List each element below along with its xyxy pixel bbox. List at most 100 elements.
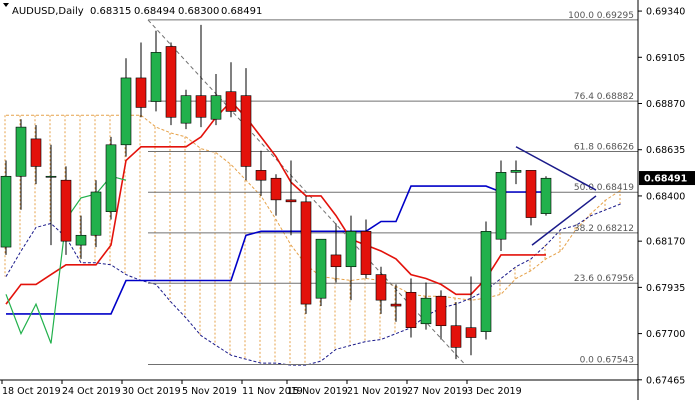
candle-body: [465, 327, 477, 338]
candle: [450, 302, 462, 360]
candle: [495, 160, 507, 251]
candle: [300, 195, 312, 314]
candle: [540, 176, 552, 216]
candle: [45, 144, 57, 246]
candle-body: [105, 144, 117, 212]
candle: [510, 160, 522, 185]
fib-level-label: 61.8 0.68626: [574, 142, 634, 152]
y-tick-label: 0.68400: [646, 191, 685, 202]
candle: [465, 276, 477, 356]
candle: [60, 166, 72, 255]
candle: [135, 42, 147, 118]
candle: [180, 89, 192, 130]
candle: [225, 62, 237, 118]
x-tick-label: 27 Nov 2019: [407, 386, 468, 397]
candle-body: [300, 201, 312, 305]
x-tick-label: 18 Oct 2019: [2, 386, 61, 397]
current-price-label: 0.68491: [644, 174, 687, 185]
senkou-span-a-line: [6, 114, 622, 301]
candle-body: [15, 126, 27, 177]
candle-body: [480, 231, 492, 332]
x-tick-label: 5 Nov 2019: [182, 386, 237, 397]
candle-body: [90, 191, 102, 236]
collapse-arrow-icon[interactable]: [3, 3, 9, 7]
candle: [90, 180, 102, 248]
candle-body: [210, 95, 222, 120]
candle-body: [510, 170, 522, 173]
candle: [0, 160, 12, 255]
candle-body: [60, 179, 72, 242]
y-tick-label: 0.67935: [646, 283, 685, 294]
candle: [30, 125, 42, 185]
candle-body: [315, 238, 327, 299]
y-tick-label: 0.68635: [646, 145, 685, 156]
candle: [105, 136, 117, 220]
candle: [75, 215, 87, 259]
candle-body: [120, 77, 132, 146]
candle: [420, 282, 432, 330]
fib-level-label: 23.6 0.67956: [574, 274, 634, 284]
candle: [285, 160, 297, 236]
candle: [15, 119, 27, 210]
candle: [375, 266, 387, 314]
fib-level-label: 38.2 0.68212: [574, 224, 634, 234]
candle: [345, 215, 357, 301]
y-tick-label: 0.69105: [646, 53, 685, 64]
candle-body: [360, 231, 372, 275]
header-close: 0.68491: [221, 6, 262, 17]
candle: [315, 238, 327, 307]
candle-body: [375, 274, 387, 301]
y-tick-label: 0.68170: [646, 237, 685, 248]
fib-level-label: 100.0 0.69295: [568, 11, 634, 21]
header-low: 0.68300: [178, 6, 219, 17]
x-tick-label: 11 Nov 2019: [242, 386, 303, 397]
candle-body: [45, 175, 57, 178]
candle-body: [420, 297, 432, 325]
current-price-box: [639, 171, 695, 186]
candle-body: [150, 52, 162, 102]
candle-body: [285, 199, 297, 203]
trendlines: [515, 146, 597, 246]
candle-body: [225, 91, 237, 112]
candle-body: [450, 325, 462, 348]
candle-body: [345, 231, 357, 268]
candle-body: [390, 303, 402, 307]
y-tick-label: 0.69340: [646, 7, 685, 18]
fib-level-label: 0.0 0.67543: [580, 355, 634, 365]
x-tick-label: 24 Oct 2019: [62, 386, 121, 397]
x-tick-label: 30 Oct 2019: [122, 386, 181, 397]
triangle-lower-trendline: [531, 195, 597, 246]
candle-body: [195, 95, 207, 118]
candle: [120, 58, 132, 157]
candle: [210, 74, 222, 126]
candle: [480, 221, 492, 340]
candles: [0, 24, 552, 360]
candle-body: [540, 177, 552, 214]
tenkan-sen-line: [5, 100, 546, 305]
x-tick-label: 15 Nov 2019: [287, 386, 348, 397]
candle-body: [405, 291, 417, 328]
fib-level-label: 50.0 0.68419: [574, 183, 634, 193]
candle-body: [525, 170, 537, 218]
candle-body: [240, 95, 252, 167]
candle: [405, 278, 417, 338]
candle: [240, 68, 252, 181]
header-high: 0.68494: [134, 6, 175, 17]
candle-body: [330, 254, 342, 268]
triangle-upper-trendline: [515, 146, 597, 191]
y-tick-label: 0.67465: [646, 375, 685, 386]
candle-body: [30, 138, 42, 167]
candle: [195, 24, 207, 128]
candle: [390, 284, 402, 322]
candle-body: [75, 234, 87, 246]
candle: [270, 174, 282, 216]
x-tick-label: 3 Dec 2019: [467, 386, 522, 397]
candle-body: [135, 77, 147, 108]
candle: [330, 223, 342, 283]
candle-body: [435, 295, 447, 327]
y-tick-label: 0.67700: [646, 329, 685, 340]
